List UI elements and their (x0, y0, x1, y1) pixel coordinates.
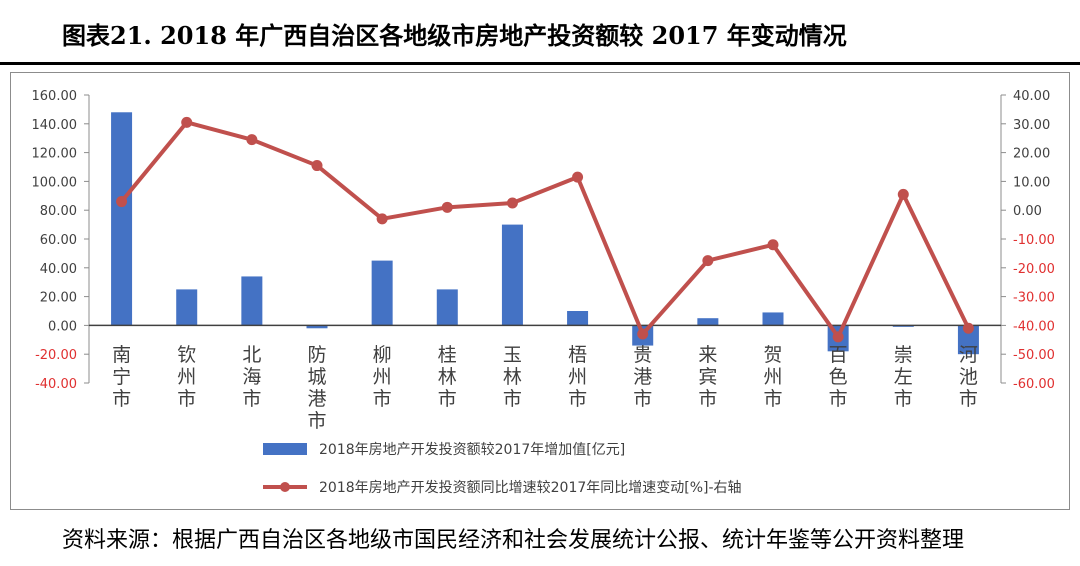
point-河池市 (962, 322, 974, 334)
category-label-百色市: 百色市 (829, 344, 848, 410)
point-崇左市 (897, 188, 909, 200)
category-label-桂林市: 桂林市 (438, 344, 457, 410)
category-label-贺州市: 贺州市 (763, 344, 782, 410)
category-label-钦州市: 钦州市 (177, 344, 196, 410)
category-label-梧州市: 梧州市 (568, 344, 587, 410)
title-divider (0, 62, 1080, 65)
category-label-来宾市: 来宾市 (698, 344, 717, 410)
category-labels: 南宁市 钦州市 北海市 防城港市 柳州市 桂林市 玉林市 梧州市 贵港市 来宾市 贺州市 百色市 崇左市… (112, 344, 978, 432)
point-贵港市 (637, 328, 649, 340)
right-tick-label: -50.00 (1013, 348, 1055, 363)
category-label-柳州市: 柳州市 (373, 344, 392, 410)
right-tick-label: -20.00 (1013, 262, 1055, 277)
bar-来宾市 (697, 318, 719, 326)
bar-贺州市 (762, 312, 784, 326)
right-tick-label: -60.00 (1013, 377, 1055, 392)
bar-河池市 (957, 325, 979, 355)
right-axis-ticks: 40.00 30.00 20.00 10.00 0.00 -10.00 -20.00 -30.… (1001, 89, 1055, 392)
bar-梧州市 (567, 311, 589, 326)
point-柳州市 (376, 213, 388, 225)
left-tick-label: -20.00 (35, 348, 77, 363)
right-tick-label: 0.00 (1013, 204, 1042, 219)
right-tick-label: -10.00 (1013, 233, 1055, 248)
bar-桂林市 (436, 289, 458, 326)
legend-label-bar: 2018年房地产开发投资额较2017年增加值[亿元] (319, 442, 625, 458)
point-北海市 (246, 134, 258, 146)
point-梧州市 (572, 171, 584, 183)
bar-南宁市 (111, 112, 133, 326)
line-series (116, 116, 974, 343)
point-贺州市 (767, 239, 779, 251)
point-玉林市 (506, 197, 518, 209)
category-label-河池市: 河池市 (959, 344, 978, 410)
chart-frame: 160.00 140.00 120.00 100.00 80.00 60.00 40.00 2… (10, 72, 1070, 510)
category-label-崇左市: 崇左市 (894, 344, 913, 410)
category-label-贵港市: 贵港市 (633, 344, 652, 410)
right-tick-label: 30.00 (1013, 118, 1050, 133)
category-label-玉林市: 玉林市 (503, 344, 522, 410)
category-label-北海市: 北海市 (242, 344, 261, 410)
point-桂林市 (441, 201, 453, 213)
source-note: 资料来源：根据广西自治区各地级市国民经济和社会发展统计公报、统计年鉴等公开资料整… (62, 528, 965, 553)
left-tick-label: 120.00 (32, 147, 78, 162)
bar-钦州市 (176, 289, 198, 326)
bar-柳州市 (371, 260, 393, 326)
left-tick-label: 20.00 (40, 291, 77, 306)
left-tick-label: 160.00 (32, 89, 78, 104)
point-南宁市 (116, 196, 128, 208)
category-label-防城港市: 防城港市 (307, 344, 326, 432)
left-tick-label: 40.00 (40, 262, 77, 277)
point-百色市 (832, 331, 844, 343)
left-tick-label: -40.00 (35, 377, 77, 392)
point-来宾市 (702, 255, 714, 267)
line-path (120, 120, 971, 339)
left-tick-label: 60.00 (40, 233, 77, 248)
left-tick-label: 80.00 (40, 204, 77, 219)
legend-label-line: 2018年房地产开发投资额同比增速较2017年同比增速变动[%]-右轴 (319, 480, 742, 496)
right-tick-label: 20.00 (1013, 147, 1050, 162)
left-axis-ticks: 160.00 140.00 120.00 100.00 80.00 60.00 40.00 2… (32, 89, 89, 392)
left-tick-label: 140.00 (32, 118, 78, 133)
legend-swatch-marker (280, 482, 290, 492)
bar-防城港市 (306, 325, 328, 329)
right-tick-label: -30.00 (1013, 291, 1055, 306)
right-tick-label: 10.00 (1013, 175, 1050, 190)
chart-svg: 160.00 140.00 120.00 100.00 80.00 60.00 40.00 2… (32, 89, 1055, 496)
right-tick-label: -40.00 (1013, 319, 1055, 334)
point-钦州市 (181, 116, 193, 128)
bar-北海市 (241, 276, 263, 326)
right-tick-label: 40.00 (1013, 89, 1050, 104)
legend: 2018年房地产开发投资额较2017年增加值[亿元] 2018年房地产开发投资额… (263, 442, 742, 496)
bar-series (111, 112, 979, 355)
point-防城港市 (311, 160, 323, 172)
page-title: 图表21. 2018 年广西自治区各地级市房地产投资额较 2017 年变动情况 (62, 21, 847, 50)
left-tick-label: 0.00 (48, 319, 77, 334)
left-tick-label: 100.00 (32, 175, 78, 190)
legend-swatch-bar (263, 443, 307, 455)
category-label-南宁市: 南宁市 (112, 344, 131, 410)
bar-玉林市 (501, 224, 523, 326)
